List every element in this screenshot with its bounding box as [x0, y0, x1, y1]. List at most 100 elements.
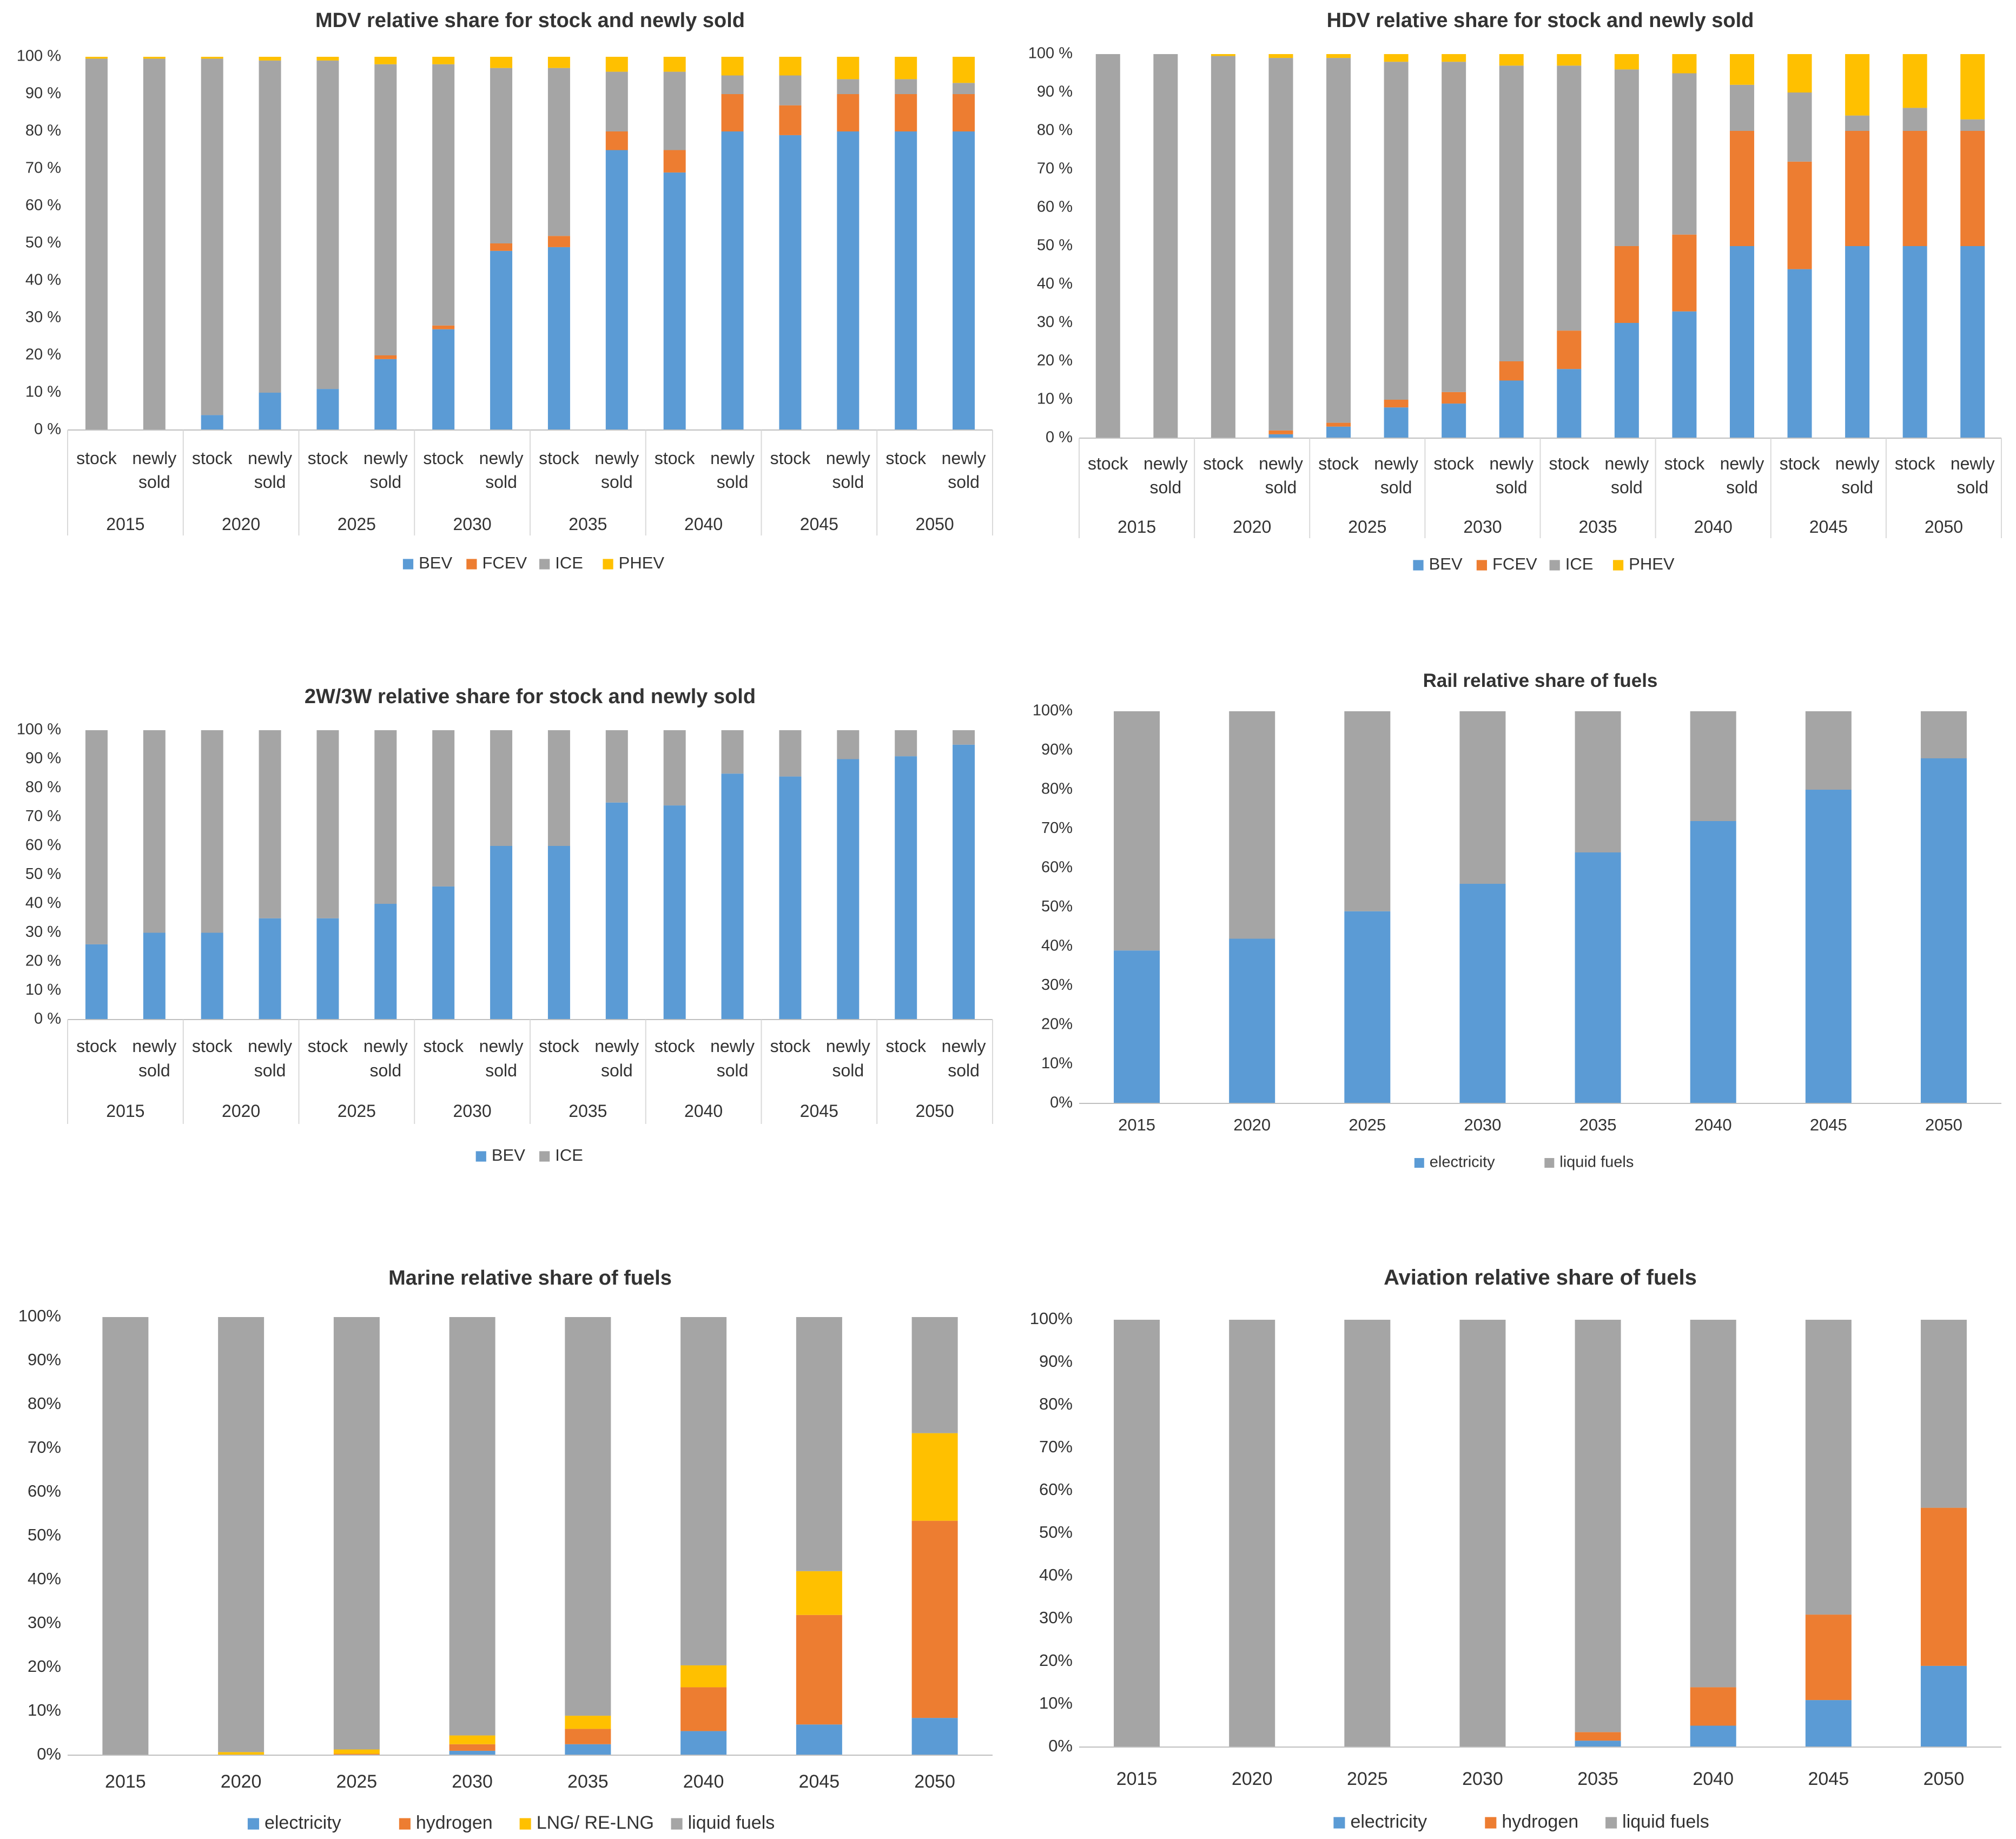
x-sub-label-sold: sold — [138, 1061, 170, 1080]
x-sub-label-stock: stock — [192, 448, 233, 468]
y-tick-label: 20% — [1039, 1651, 1073, 1670]
bar-segment-bev — [1845, 246, 1870, 438]
bar-segment-phev — [143, 57, 166, 59]
x-sub-label-newly: newly — [1143, 454, 1188, 473]
x-sub-label-newly: newly — [710, 448, 755, 468]
x-group-label: 2030 — [453, 514, 492, 534]
y-tick-label: 0 % — [34, 1010, 61, 1028]
x-sub-label-newly: newly — [1259, 454, 1303, 473]
x-sub-label-sold: sold — [485, 1061, 517, 1080]
bar-segment-ice — [490, 68, 513, 243]
x-sub-label-stock: stock — [1433, 454, 1475, 473]
bar-segment-bev — [490, 250, 513, 430]
x-tick-label: 2050 — [1924, 1769, 1965, 1789]
y-tick-label: 40% — [28, 1569, 61, 1588]
y-tick-label: 70 % — [25, 808, 61, 825]
bar-segment-bev — [201, 415, 223, 430]
bar-segment-lng-re-lng — [796, 1571, 842, 1615]
bar-segment-ice — [605, 730, 628, 803]
x-tick-label: 2050 — [914, 1771, 955, 1792]
x-group-label: 2050 — [916, 514, 954, 534]
bar-segment-ice — [143, 58, 166, 430]
bar-segment-fcev — [1557, 330, 1582, 369]
x-tick-label: 2030 — [452, 1771, 493, 1792]
x-sub-label-sold: sold — [254, 472, 286, 492]
x-sub-label-sold: sold — [1726, 478, 1758, 497]
x-tick-label: 2040 — [683, 1771, 724, 1792]
legend-swatch-liquid-fuels — [671, 1818, 683, 1830]
x-sub-label-newly: newly — [942, 448, 986, 468]
legend-swatch-lng-re-lng — [519, 1818, 531, 1830]
y-tick-label: 100% — [18, 1306, 61, 1325]
y-tick-label: 80% — [1041, 780, 1073, 798]
y-tick-label: 30 % — [25, 309, 61, 326]
bar-segment-fcev — [895, 94, 917, 131]
chart-title: HDV relative share for stock and newly s… — [1327, 9, 1754, 32]
bar-segment-phev — [85, 57, 108, 59]
bar-segment-lng-re-lng — [333, 1749, 380, 1754]
chart-4: Marine relative share of fuels 0% 10% 20% 30… — [18, 1267, 993, 1833]
y-tick-label: 30% — [1041, 976, 1073, 994]
x-sub-label-newly: newly — [1720, 454, 1764, 473]
x-sub-label-sold: sold — [601, 1061, 633, 1080]
bar-segment-liquid-fuels — [1920, 1320, 1967, 1508]
x-sub-label-stock: stock — [308, 1036, 349, 1056]
bar-segment-liquid-fuels — [1459, 1320, 1506, 1747]
x-tick-label: 2040 — [1695, 1115, 1732, 1134]
bar-segment-bev — [895, 756, 917, 1020]
bar-segment-fcev — [1729, 131, 1754, 246]
x-sub-label-stock: stock — [770, 1036, 811, 1056]
bar-segment-phev — [1326, 54, 1351, 58]
y-tick-label: 30% — [1039, 1608, 1073, 1627]
chart-title: Marine relative share of fuels — [388, 1267, 672, 1289]
bar-segment-lng-re-lng — [680, 1665, 727, 1688]
y-tick-label: 100% — [1033, 702, 1073, 719]
legend-label: ICE — [555, 553, 583, 572]
bar-segment-electricity — [1805, 1700, 1852, 1747]
x-tick-label: 2020 — [1232, 1769, 1273, 1789]
legend-label: liquid fuels — [1559, 1154, 1634, 1171]
y-tick-label: 40% — [1039, 1565, 1073, 1584]
y-tick-label: 40 % — [1037, 275, 1073, 293]
bar-segment-hydrogen — [1805, 1615, 1852, 1701]
legend-label: FCEV — [1492, 554, 1537, 573]
y-tick-label: 70% — [28, 1438, 61, 1457]
x-sub-label-stock: stock — [539, 448, 580, 468]
legend-label: hydrogen — [1502, 1811, 1578, 1832]
bar-segment-ice — [1442, 62, 1466, 392]
bar-segment-lng-re-lng — [218, 1752, 265, 1755]
bar-segment-bev — [1268, 434, 1293, 438]
legend-label: BEV — [419, 553, 452, 572]
x-sub-label-sold: sold — [254, 1061, 286, 1080]
legend-swatch-bev — [475, 1151, 486, 1162]
bar-segment-ice — [432, 64, 455, 326]
bar-segment-liquid-fuels — [1344, 711, 1391, 911]
bar-segment-ice — [85, 730, 108, 944]
bar-segment-ice — [1499, 65, 1524, 362]
y-tick-label: 60% — [1039, 1480, 1073, 1499]
bar-segment-phev — [1557, 54, 1582, 66]
bar-segment-phev — [1614, 54, 1639, 70]
x-sub-label-newly: newly — [1835, 454, 1880, 473]
x-sub-label-newly: newly — [1489, 454, 1534, 473]
x-group-label: 2040 — [684, 514, 723, 534]
y-tick-label: 90% — [28, 1350, 61, 1369]
bar-segment-ice — [1557, 65, 1582, 331]
bar-segment-liquid-fuels — [218, 1317, 265, 1752]
bar-segment-ice — [547, 68, 570, 236]
x-sub-label-newly: newly — [132, 448, 176, 468]
bar-segment-bev — [605, 802, 628, 1020]
bar-segment-fcev — [1902, 131, 1927, 246]
bar-segment-hydrogen — [449, 1744, 495, 1751]
bar-segment-bev — [779, 135, 802, 430]
bar-segment-bev — [1326, 426, 1351, 438]
bar-segment-fcev — [1845, 131, 1870, 246]
bar-segment-ice — [374, 64, 397, 356]
y-tick-label: 70% — [1039, 1437, 1073, 1456]
x-sub-label-stock: stock — [655, 1036, 696, 1056]
bar-segment-bev — [490, 846, 513, 1020]
bar-segment-ice — [1787, 92, 1812, 162]
bar-segment-electricity — [1114, 950, 1160, 1103]
legend-label: ICE — [555, 1146, 583, 1165]
x-group-label: 2040 — [684, 1101, 723, 1121]
